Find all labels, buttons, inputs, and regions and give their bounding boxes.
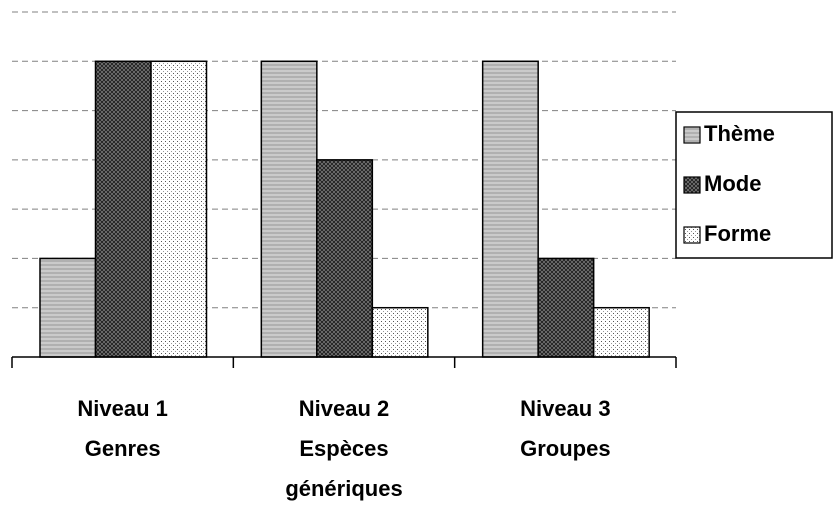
bar [150, 60, 208, 358]
x-tick-label: génériques [285, 476, 402, 501]
x-tick-label: Groupes [520, 436, 610, 461]
bar [316, 159, 374, 358]
bar [537, 257, 595, 358]
x-tick-label: Espèces [299, 436, 388, 461]
x-tick-label: Genres [85, 436, 161, 461]
bar [94, 60, 152, 358]
bar [481, 60, 539, 358]
legend-label: Forme [704, 221, 771, 246]
bar [592, 306, 650, 358]
x-tick-label: Niveau 1 [77, 396, 168, 421]
legend-swatch [683, 226, 701, 244]
bar [260, 60, 318, 358]
legend-label: Mode [704, 171, 761, 196]
legend-label: Thème [704, 121, 775, 146]
legend-swatch [683, 176, 701, 194]
bar [371, 306, 429, 358]
x-tick-label: Niveau 3 [520, 396, 611, 421]
x-tick-label: Niveau 2 [299, 396, 390, 421]
bar [39, 257, 97, 358]
legend-swatch [683, 126, 701, 144]
legend-box [675, 111, 833, 259]
